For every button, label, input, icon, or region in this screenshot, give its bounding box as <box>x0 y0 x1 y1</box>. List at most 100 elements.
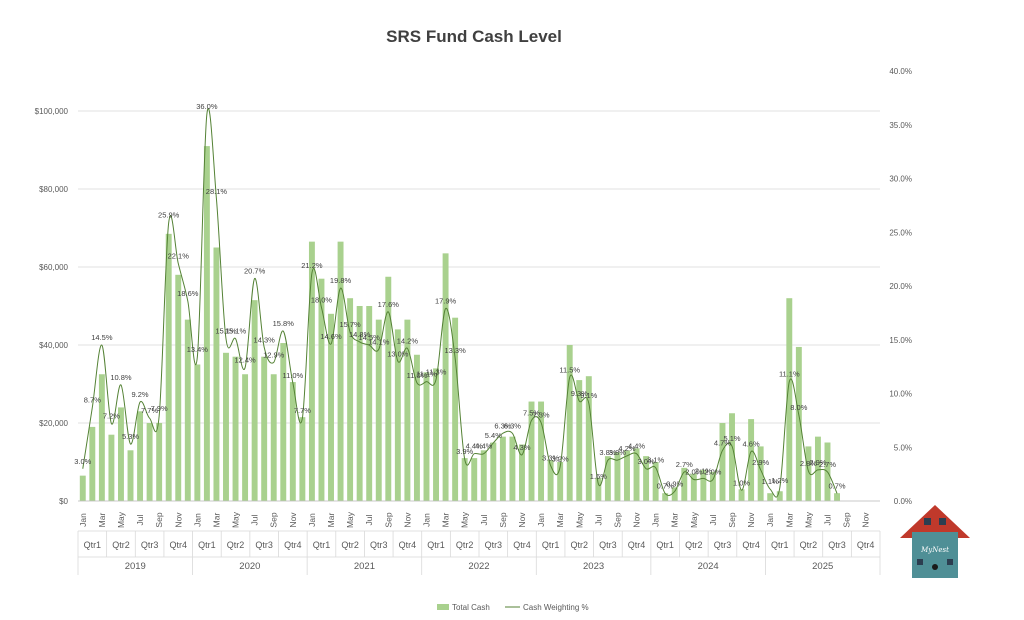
data-label: 2.0% <box>685 468 702 477</box>
bar <box>394 329 401 501</box>
data-label: 17.6% <box>378 300 400 309</box>
bar <box>98 374 105 501</box>
data-label: 19.8% <box>330 276 352 285</box>
data-label: 5.4% <box>485 431 502 440</box>
bar <box>528 401 535 501</box>
data-label: 2.7% <box>819 460 836 469</box>
data-label: 28.1% <box>206 187 228 196</box>
bar <box>471 458 478 501</box>
quarter-label: Qtr4 <box>399 540 417 550</box>
quarter-label: Qtr1 <box>542 540 560 550</box>
bar <box>748 419 755 501</box>
bar <box>213 247 220 501</box>
data-label: 13.4% <box>187 345 209 354</box>
quarter-label: Qtr1 <box>198 540 216 550</box>
bar <box>834 493 840 501</box>
bar <box>452 317 459 501</box>
month-label: May <box>574 511 584 528</box>
quarter-label: Qtr4 <box>284 540 302 550</box>
right-tick-label: 0.0% <box>894 497 912 506</box>
data-label: 14.8% <box>349 330 371 339</box>
data-label: 14.1% <box>368 337 390 346</box>
bar <box>786 298 793 501</box>
month-label: Nov <box>173 512 183 528</box>
left-axis-ticks: $0 $20,000 $40,000 $60,000 $80,000 $100,000 <box>35 107 69 506</box>
bar <box>595 477 602 501</box>
data-label: 2.1% <box>695 466 712 475</box>
data-label: 7.2% <box>103 412 120 421</box>
bar <box>690 473 697 501</box>
bar <box>576 380 583 501</box>
bar <box>643 456 650 501</box>
year-label: 2020 <box>239 561 260 572</box>
bar <box>662 493 669 501</box>
data-label: 13.0% <box>387 349 409 358</box>
bar <box>519 444 525 501</box>
data-label: 25.9% <box>158 211 180 220</box>
left-tick-label: $40,000 <box>39 341 68 350</box>
bar <box>308 241 315 501</box>
data-label: 18.0% <box>311 296 333 305</box>
bar <box>242 374 249 501</box>
bar <box>499 436 506 501</box>
data-label: 2.0% <box>704 468 721 477</box>
left-tick-label: $60,000 <box>39 263 68 272</box>
data-label: 4.4% <box>466 442 483 451</box>
bar <box>805 446 812 501</box>
quarter-label: Qtr1 <box>84 540 102 550</box>
data-label: 14.5% <box>359 333 381 342</box>
data-label: 11.0% <box>407 371 428 380</box>
month-label: Jul <box>593 514 603 525</box>
year-label: 2024 <box>698 561 719 572</box>
data-label: 1.0% <box>733 478 750 487</box>
quarter-label: Qtr3 <box>485 540 503 550</box>
month-label: Mar <box>441 513 451 528</box>
data-label: 2.7% <box>676 460 693 469</box>
data-label: 9.1% <box>580 391 597 400</box>
bar <box>280 343 287 501</box>
quarter-label: Qtr2 <box>570 540 588 550</box>
month-label: Jan <box>651 513 661 527</box>
data-label: 11.1% <box>779 370 800 379</box>
bar <box>261 356 268 501</box>
bar <box>328 313 334 501</box>
data-label: 3.8% <box>599 448 616 457</box>
data-label: 11.5% <box>559 365 580 374</box>
right-tick-label: 10.0% <box>889 390 912 399</box>
data-label: 8.7% <box>84 395 101 404</box>
data-label: 12.9% <box>263 350 285 359</box>
bar <box>251 300 258 501</box>
data-label: 7.7% <box>294 406 311 415</box>
data-label: 4.7% <box>714 438 731 447</box>
month-label: May <box>803 511 813 528</box>
data-label: 14.6% <box>320 332 342 341</box>
bar <box>490 442 497 501</box>
month-label: Nov <box>288 512 298 528</box>
bar <box>146 423 153 501</box>
month-label: Jan <box>307 513 317 527</box>
quarter-label: Qtr1 <box>771 540 789 550</box>
month-label: May <box>345 511 355 528</box>
logo-text: MyNest <box>920 546 949 554</box>
data-label: 11.3% <box>426 368 447 377</box>
quarter-label: Qtr4 <box>169 540 187 550</box>
bar <box>137 411 144 501</box>
data-label: 3.3% <box>542 454 559 463</box>
right-tick-label: 35.0% <box>889 121 912 130</box>
month-label: Mar <box>784 513 794 528</box>
year-label: 2025 <box>812 561 833 572</box>
quarter-label: Qtr1 <box>427 540 445 550</box>
bar <box>795 346 802 501</box>
quarter-label: Qtr3 <box>828 540 846 550</box>
data-label: 5.1% <box>723 434 740 443</box>
house-logo: MyNest <box>900 505 970 578</box>
data-label: 4.4% <box>628 442 645 451</box>
bar <box>547 460 554 501</box>
data-label: 15.1% <box>215 327 237 336</box>
data-label: 2.8% <box>800 459 817 468</box>
data-label: 14.2% <box>397 336 419 345</box>
quarter-label: Qtr2 <box>800 540 818 550</box>
bar <box>375 319 382 501</box>
data-label: 12.4% <box>234 356 256 365</box>
